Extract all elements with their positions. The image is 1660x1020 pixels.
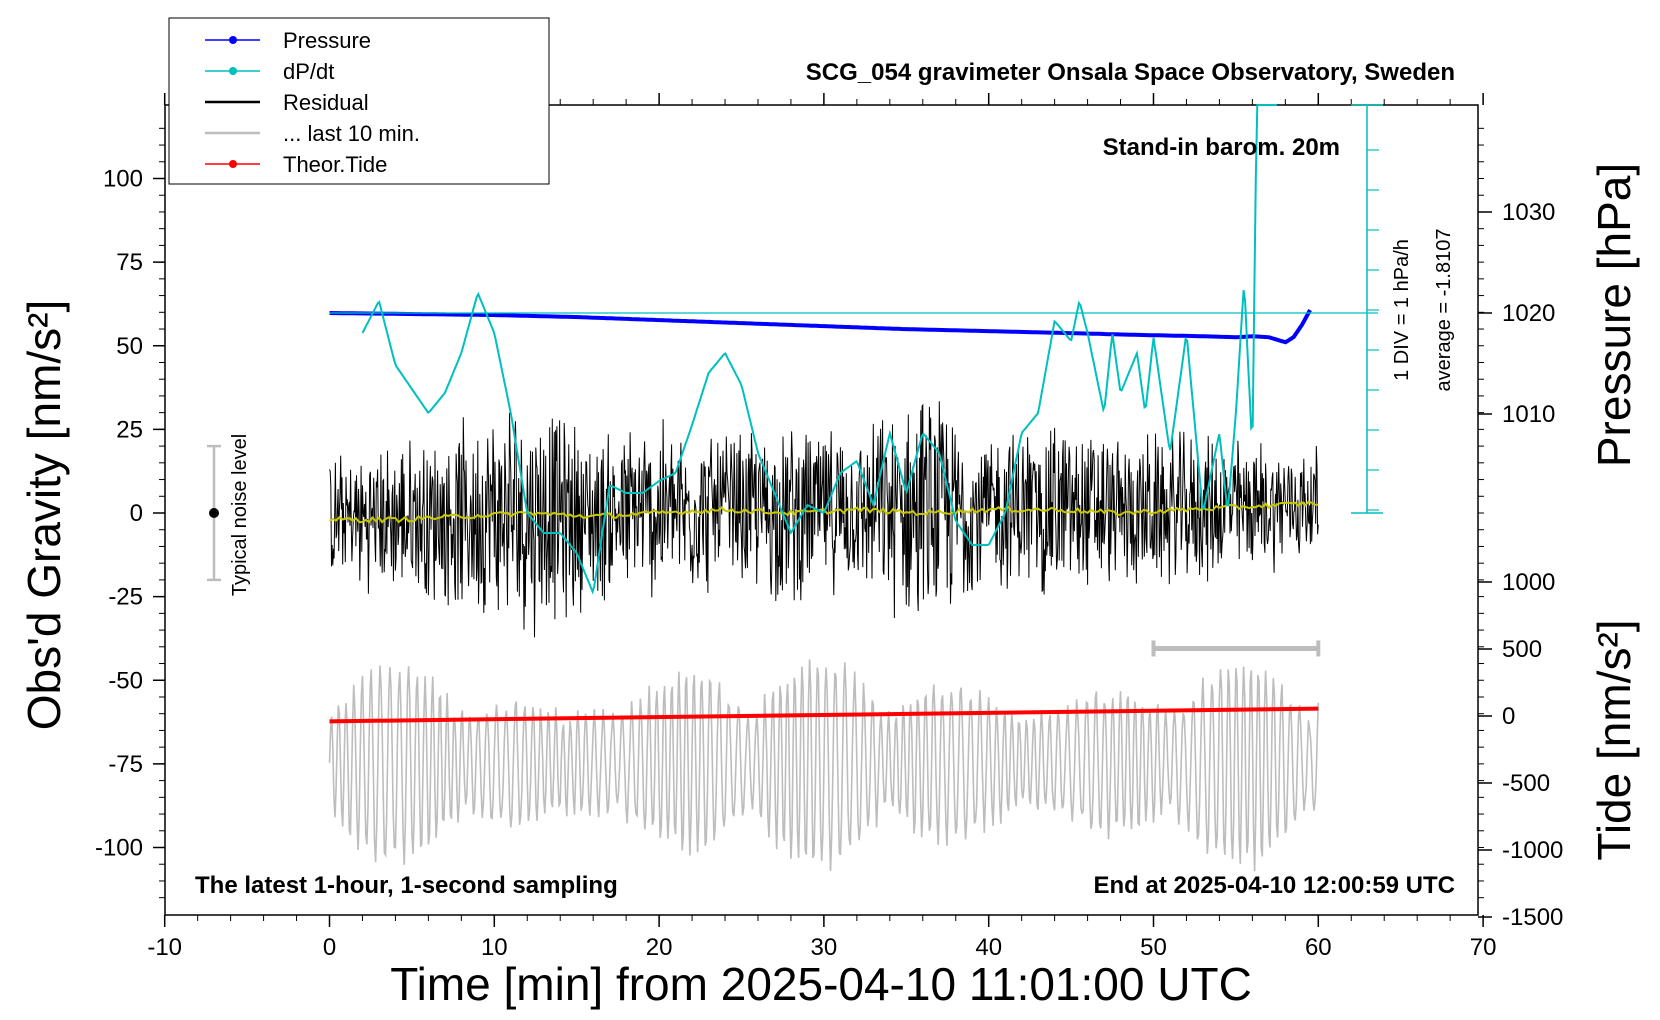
legend-label: Theor.Tide (283, 152, 387, 177)
legend-marker (229, 36, 237, 44)
pressure-tick-label: 1010 (1502, 401, 1555, 428)
residual-trace (329, 401, 1319, 638)
barometer-note: Stand-in barom. 20m (1103, 134, 1340, 161)
legend-marker (229, 67, 237, 75)
plot-frame (164, 104, 1479, 916)
pressure-line (329, 309, 1312, 345)
residual-mean-line (329, 500, 1319, 524)
y-tick-label: 50 (116, 333, 143, 360)
legend: Pressure dP/dt Residual ... last 10 min. The… (168, 17, 550, 185)
y-axis-label-pressure: Pressure [hPa] (1588, 163, 1640, 467)
y-tick-label: 100 (103, 166, 143, 193)
last-10-min-line (328, 659, 1320, 872)
noise-level-label: Typical noise level (229, 434, 251, 596)
tide-tick-label: 500 (1502, 636, 1542, 663)
last-10-min-bracket (1151, 640, 1321, 657)
legend-label: dP/dt (283, 59, 334, 84)
pressure-tick-label: 1020 (1502, 300, 1555, 327)
theoretical-tide-trace (329, 706, 1319, 724)
legend-label: Pressure (283, 28, 371, 53)
sampling-note: The latest 1-hour, 1-second sampling (195, 872, 618, 899)
tide-tick-label: -500 (1502, 770, 1550, 797)
x-axis-label: Time [min] from 2025-04-10 11:01:00 UTC (390, 958, 1252, 1010)
x-tick-label: 0 (323, 934, 336, 961)
dpdt-average-note: average = -1.8107 (1433, 229, 1455, 392)
residual-line (329, 401, 1319, 638)
x-tick-label: 10 (481, 934, 508, 961)
x-tick-label: 30 (811, 934, 838, 961)
x-tick-label: 20 (646, 934, 673, 961)
legend-label: Residual (283, 90, 369, 115)
x-tick-label: 40 (975, 934, 1002, 961)
y-tick-label: -75 (108, 751, 143, 778)
tide-line (329, 706, 1319, 724)
y-axis-label-tide: Tide [nm/s²] (1588, 619, 1640, 860)
tide-tick-label: 1000 (1502, 569, 1555, 596)
pressure-trace (329, 309, 1312, 345)
tide-tick-label: 0 (1502, 703, 1515, 730)
residual-mean-trace (329, 500, 1319, 524)
noise-level-indicator (207, 444, 221, 582)
legend-label: ... last 10 min. (283, 121, 420, 146)
x-tick-label: -10 (147, 934, 182, 961)
x-tick-label: 50 (1140, 934, 1167, 961)
dpdt-scale-axis (1351, 104, 1383, 514)
legend-marker (229, 160, 237, 168)
y-tick-label: 25 (116, 416, 143, 443)
dpdt-trace (329, 104, 1378, 595)
noise-center-dot (209, 508, 219, 518)
y-tick-label: -50 (108, 667, 143, 694)
y-tick-label: 75 (116, 249, 143, 276)
y-axis-label-left: Obs'd Gravity [nm/s²] (18, 300, 70, 731)
x-tick-label: 60 (1305, 934, 1332, 961)
end-time-note: End at 2025-04-10 12:00:59 UTC (1094, 872, 1456, 899)
y-tick-label: -25 (108, 584, 143, 611)
x-tick-label: 70 (1470, 934, 1497, 961)
axes: -10 0 10 20 30 40 50 60 701007550250-25-50-75-10… (95, 93, 1563, 961)
last-10-min-trace (328, 659, 1320, 872)
y-tick-label: -100 (95, 835, 143, 862)
chart-title: SCG_054 gravimeter Onsala Space Observat… (806, 59, 1455, 86)
pressure-tick-label: 1030 (1502, 199, 1555, 226)
tide-tick-label: -1000 (1502, 837, 1563, 864)
y-tick-label: 0 (130, 500, 143, 527)
dpdt-scale-note: 1 DIV = 1 hPa/h (1391, 239, 1413, 381)
dpdt-line (361, 104, 1278, 595)
tide-tick-label: -1500 (1502, 904, 1563, 931)
